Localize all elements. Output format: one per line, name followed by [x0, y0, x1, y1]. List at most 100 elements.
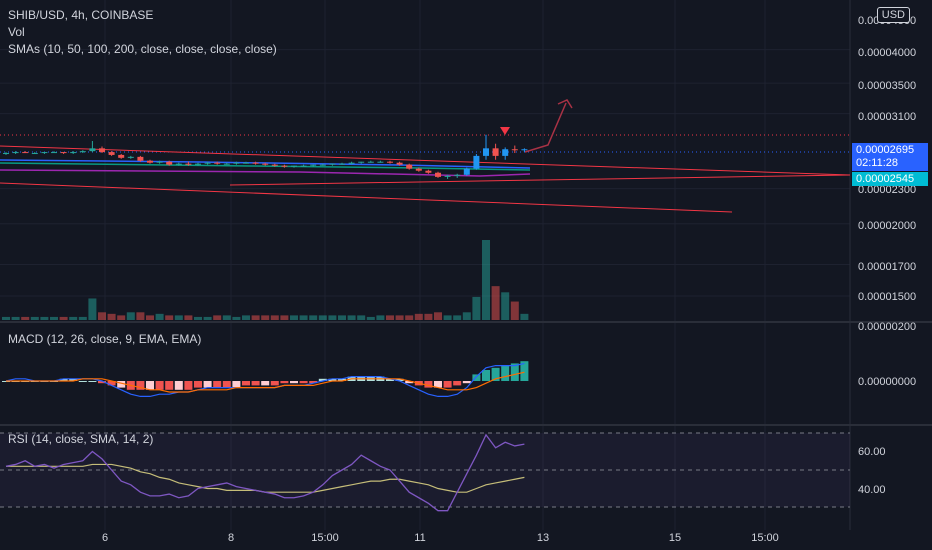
price-tick-label: 0.00004000 [858, 47, 916, 59]
volume-bar [443, 315, 452, 320]
candle-body [396, 162, 403, 165]
macd-pane [2, 361, 529, 397]
volume-bar [30, 316, 39, 320]
candle-body [70, 152, 77, 154]
volume-bar [395, 315, 404, 320]
rsi-tick-label: 60.00 [858, 446, 886, 458]
candle-countdown: 02:11:28 [856, 157, 899, 169]
candle-body [166, 161, 173, 165]
projection-arrow-path [524, 102, 567, 153]
candle-body [415, 168, 422, 171]
macd-histogram-bar [107, 381, 116, 386]
current-price-tag: 0.00002695 02:11:28 [852, 143, 928, 171]
volume-bar [318, 315, 327, 320]
macd-histogram-bar [434, 381, 442, 388]
macd-line [5, 362, 525, 397]
volume-bar [261, 315, 270, 320]
sma-line-purple [0, 169, 531, 177]
macd-histogram-bar [165, 381, 174, 390]
sell-marker [500, 127, 510, 135]
volume-bar [184, 315, 193, 320]
macd-histogram-bar [88, 381, 97, 382]
candle-body [51, 152, 57, 154]
volume-bar [107, 313, 116, 320]
volume-bar [136, 312, 145, 320]
macd-histogram-bar [213, 381, 222, 388]
rsi-pane [0, 432, 850, 512]
price-tick-label: 0.00003100 [858, 111, 916, 123]
candle-body [204, 162, 211, 164]
macd-histogram-bar [491, 367, 500, 381]
volume-bar [462, 312, 471, 320]
macd-histogram-bar [510, 363, 519, 381]
candle-body [147, 160, 153, 163]
macd-histogram-bar [472, 374, 481, 381]
time-tick-label: 15:00 [311, 532, 339, 544]
macd-histogram-bar [309, 381, 318, 384]
macd-histogram-bar [318, 378, 327, 381]
volume-bar [88, 298, 97, 320]
candle-body [271, 164, 278, 166]
price-tick-label: 0.00002300 [858, 184, 916, 196]
volume-bar [424, 313, 433, 320]
macd-histogram-bar [155, 381, 164, 390]
candle-body [12, 152, 19, 154]
volume-bar [174, 315, 183, 320]
sma-line-blue [0, 159, 531, 169]
candle-body [425, 170, 432, 173]
macd-histogram-bar [146, 381, 154, 390]
candle-body [22, 152, 29, 154]
candle-body [252, 162, 259, 164]
candle-body [406, 164, 413, 169]
macd-histogram-bar [136, 381, 145, 390]
volume-bar [222, 315, 231, 320]
candle-body [358, 161, 365, 163]
rsi-line [5, 433, 525, 512]
trendline-upper [0, 145, 851, 176]
macd-histogram-bar [443, 381, 452, 388]
candle-body [31, 153, 38, 155]
candle-body [137, 156, 144, 161]
candle-body [367, 161, 374, 163]
volume-bar [203, 316, 212, 320]
volume-bar [299, 315, 308, 320]
candle-body [156, 161, 163, 163]
macd-histogram-bar [232, 381, 241, 388]
volume-bar [21, 316, 30, 320]
candle-body [339, 163, 345, 165]
candle-body [233, 162, 240, 164]
candle-body [41, 152, 48, 154]
candle-body [377, 161, 384, 163]
candle-body [454, 174, 461, 176]
macd-histogram-bar [194, 381, 202, 388]
volume-bar [376, 315, 385, 320]
candle-body [185, 163, 192, 165]
macd-histogram-bar [59, 378, 68, 381]
sma-lines [0, 99, 851, 213]
candle-body [281, 165, 288, 167]
macd-signal-line [6, 371, 525, 393]
macd-legend: MACD (12, 26, close, 9, EMA, EMA) [8, 332, 202, 346]
macd-histogram-bar [251, 381, 260, 386]
macd-histogram-bar [270, 381, 279, 386]
volume-bar [194, 316, 202, 320]
macd-histogram-bar [424, 381, 433, 388]
time-tick-label: 15 [669, 532, 681, 544]
volume-bar [213, 315, 222, 320]
candle-body [195, 163, 201, 165]
volume-bar [98, 312, 106, 320]
currency-button[interactable]: USD [876, 7, 910, 23]
candle-body [473, 155, 480, 169]
macd-histogram-bar [78, 381, 87, 382]
macd-histogram-bar [482, 370, 490, 381]
candle-body [175, 163, 182, 165]
volume-bar [520, 313, 529, 320]
volume-bar [434, 312, 442, 320]
volume-bar [69, 316, 78, 320]
price-tick-label: 0.00001700 [858, 261, 916, 273]
candle-body [444, 175, 451, 177]
price-tick-label: 0.00003500 [858, 80, 916, 92]
projection-arrowhead [557, 99, 573, 109]
price-tick-label: 0.00000200 [858, 321, 916, 333]
